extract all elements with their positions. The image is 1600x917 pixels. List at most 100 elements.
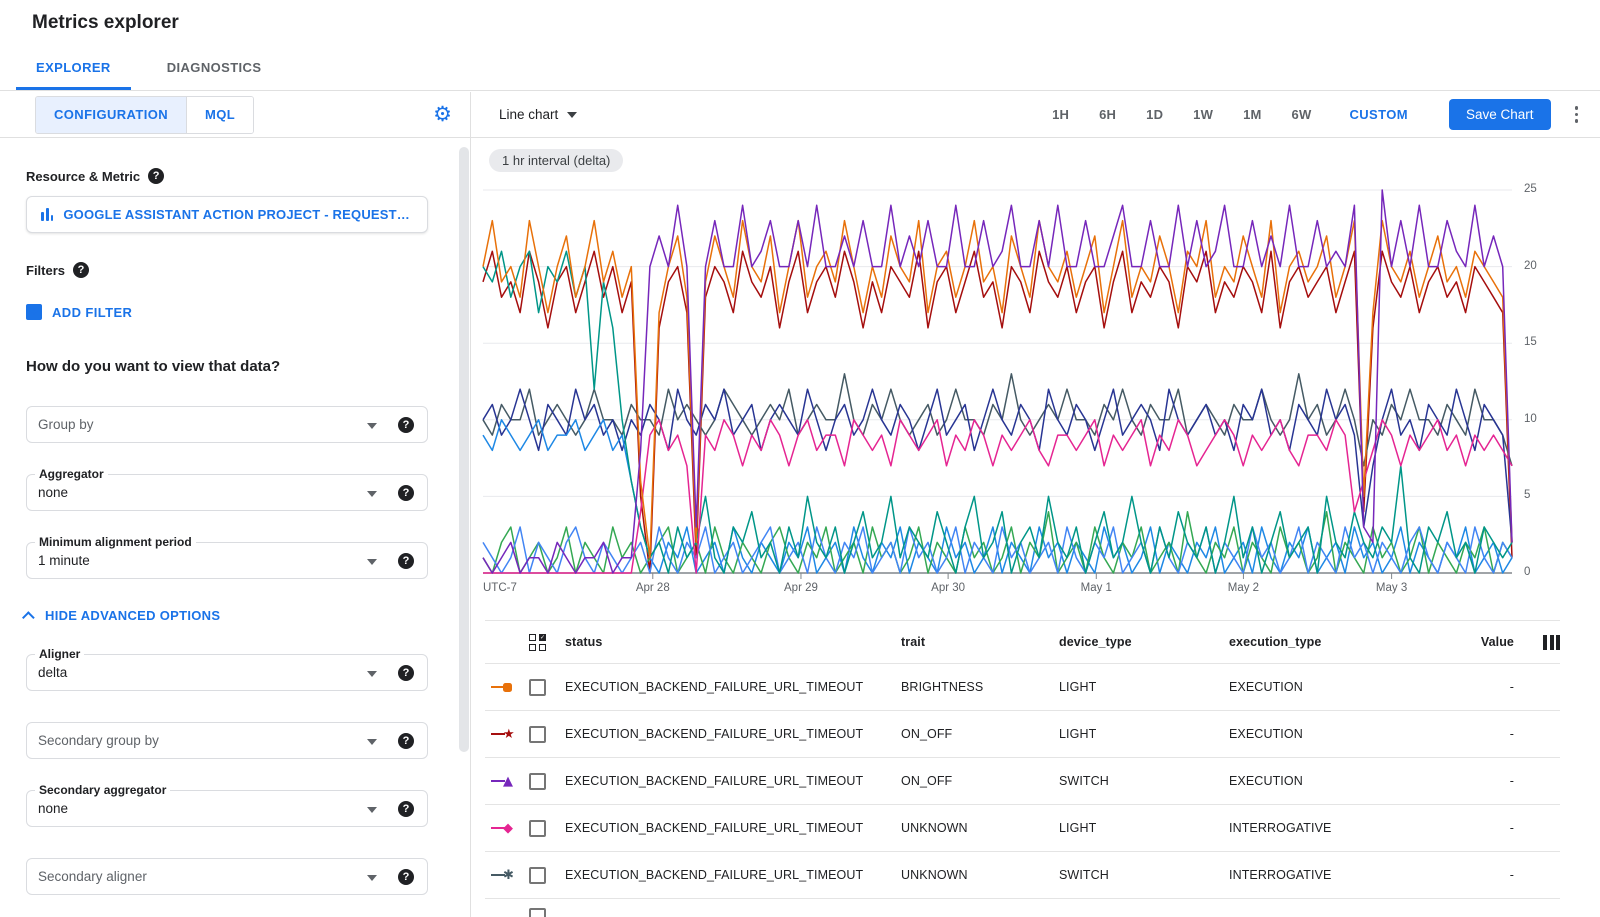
tab-diagnostics[interactable]: DIAGNOSTICS xyxy=(166,60,262,75)
series-line xyxy=(482,219,1513,559)
time-range-1m[interactable]: 1M xyxy=(1228,99,1276,130)
mode-toggle: CONFIGURATION MQL xyxy=(35,95,255,134)
time-range-6h[interactable]: 6H xyxy=(1084,99,1131,130)
table-row[interactable]: ★ EXECUTION_BACKEND_FAILURE_URL_TIMEOUT … xyxy=(485,711,1560,758)
mql-tab[interactable]: MQL xyxy=(186,96,254,133)
series-line xyxy=(482,250,1513,574)
help-icon[interactable] xyxy=(148,168,165,184)
hide-advanced-options-button[interactable]: HIDE ADVANCED OPTIONS xyxy=(22,608,220,624)
chevron-down-icon xyxy=(367,671,377,677)
series-line xyxy=(482,388,1513,543)
series-checkbox[interactable] xyxy=(529,772,546,790)
selected-metric-label: GOOGLE ASSISTANT ACTION PROJECT - REQUES… xyxy=(63,207,413,222)
value-cell: - xyxy=(1509,868,1514,882)
save-chart-button[interactable]: Save Chart xyxy=(1448,99,1551,130)
column-header-value[interactable]: Value xyxy=(1480,635,1514,649)
configuration-tab[interactable]: CONFIGURATION xyxy=(36,96,187,133)
help-icon[interactable] xyxy=(73,262,90,278)
group-by-field[interactable]: Group by xyxy=(26,406,428,443)
help-icon[interactable] xyxy=(398,801,414,817)
series-checkbox[interactable] xyxy=(529,908,546,917)
trait-cell: BRIGHTNESS xyxy=(901,680,984,694)
custom-range-button[interactable]: CUSTOM xyxy=(1334,99,1423,130)
series-checkbox[interactable] xyxy=(529,866,546,884)
resource-metric-heading: Resource & Metric xyxy=(26,168,428,184)
execution-type-cell: EXECUTION xyxy=(1229,774,1303,788)
chart-type-label: Line chart xyxy=(499,107,559,122)
column-header-device-type[interactable]: device_type xyxy=(1059,635,1132,649)
help-icon[interactable] xyxy=(398,869,414,885)
chart-toolbar: Line chart 1H 6H 1D 1W 1M 6W CUSTOM Save Char… xyxy=(471,92,1600,138)
aligner-value: delta xyxy=(38,665,68,680)
help-icon[interactable] xyxy=(398,485,414,501)
time-range-1h[interactable]: 1H xyxy=(1037,99,1084,130)
chevron-down-icon xyxy=(367,807,377,813)
secondary-aligner-field[interactable]: Secondary aligner xyxy=(26,858,428,895)
device-type-cell: SWITCH xyxy=(1059,868,1109,882)
trait-cell: ON_OFF xyxy=(901,774,953,788)
execution-type-cell: EXECUTION xyxy=(1229,727,1303,741)
value-cell: - xyxy=(1509,774,1514,788)
time-range-6w[interactable]: 6W xyxy=(1277,99,1327,130)
line-chart[interactable] xyxy=(482,189,1513,579)
value-cell: - xyxy=(1509,821,1514,835)
tab-bar: EXPLORER DIAGNOSTICS xyxy=(0,45,1600,91)
secondary-aggregator-label: Secondary aggregator xyxy=(35,783,171,797)
gear-icon[interactable]: ⚙ xyxy=(433,102,452,126)
column-header-status[interactable]: status xyxy=(565,635,603,649)
value-cell: - xyxy=(1509,680,1514,694)
execution-type-cell: INTERROGATIVE xyxy=(1229,821,1332,835)
chevron-down-icon xyxy=(367,739,377,745)
status-cell: EXECUTION_BACKEND_FAILURE_URL_TIMEOUT xyxy=(565,868,864,882)
status-cell: EXECUTION_BACKEND_FAILURE_URL_TIMEOUT xyxy=(565,680,864,694)
status-cell: EXECUTION_BACKEND_FAILURE_URL_TIMEOUT xyxy=(565,821,864,835)
chart-type-dropdown[interactable]: Line chart xyxy=(499,107,578,122)
column-header-execution-type[interactable]: execution_type xyxy=(1229,635,1322,649)
chevron-down-icon xyxy=(367,423,377,429)
trait-cell: UNKNOWN xyxy=(901,821,968,835)
filters-label: Filters xyxy=(26,262,66,278)
help-icon[interactable] xyxy=(398,417,414,433)
series-marker-icon xyxy=(485,682,529,692)
help-icon[interactable] xyxy=(398,733,414,749)
secondary-aggregator-field[interactable]: Secondary aggregator none xyxy=(26,783,428,827)
min-alignment-period-field[interactable]: Minimum alignment period 1 minute xyxy=(26,535,428,579)
series-checkbox[interactable] xyxy=(529,725,546,743)
interval-chip: 1 hr interval (delta) xyxy=(489,149,624,172)
panel-toolbar: CONFIGURATION MQL ⚙ xyxy=(0,92,470,138)
add-filter-label: ADD FILTER xyxy=(52,304,133,320)
device-type-cell: LIGHT xyxy=(1059,727,1097,741)
chart-region: 1 hr interval (delta) 0 5 10 15 20 25 UTC-7 Ap… xyxy=(471,138,1600,608)
help-icon[interactable] xyxy=(398,665,414,681)
selected-metric-chip[interactable]: GOOGLE ASSISTANT ACTION PROJECT - REQUES… xyxy=(26,196,428,233)
time-range-1d[interactable]: 1D xyxy=(1131,99,1178,130)
device-type-cell: SWITCH xyxy=(1059,774,1109,788)
status-cell: EXECUTION_BACKEND_FAILURE_URL_TIMEOUT xyxy=(565,727,864,741)
column-header-trait[interactable]: trait xyxy=(901,635,926,649)
execution-type-cell: EXECUTION xyxy=(1229,680,1303,694)
table-row[interactable]: ✱ EXECUTION_BACKEND_FAILURE_URL_TIMEOUT … xyxy=(485,852,1560,899)
select-all-series-icon[interactable] xyxy=(529,633,546,651)
secondary-group-by-field[interactable]: Secondary group by xyxy=(26,722,428,759)
chevron-down-icon xyxy=(367,491,377,497)
tab-explorer[interactable]: EXPLORER xyxy=(8,45,139,90)
table-row[interactable]: EXECUTION_BACKEND_FAILURE_URL_TIMEOUT BR… xyxy=(485,664,1560,711)
series-checkbox[interactable] xyxy=(529,678,546,696)
chevron-down-icon xyxy=(567,111,578,118)
chevron-down-icon xyxy=(367,559,377,565)
aligner-field[interactable]: Aligner delta xyxy=(26,647,428,691)
panel-scrollbar[interactable] xyxy=(459,147,469,752)
add-filter-button[interactable]: ADD FILTER xyxy=(26,304,132,320)
table-row[interactable]: ▲ EXECUTION_BACKEND_FAILURE_URL_TIMEOUT … xyxy=(485,758,1560,805)
aggregator-field[interactable]: Aggregator none xyxy=(26,467,428,511)
manage-columns-icon[interactable] xyxy=(1543,634,1560,650)
more-options-icon[interactable] xyxy=(1571,102,1583,127)
time-range-1w[interactable]: 1W xyxy=(1178,99,1228,130)
secondary-aggregator-value: none xyxy=(38,801,69,816)
help-icon[interactable] xyxy=(398,553,414,569)
series-marker-icon: ✱ xyxy=(485,869,529,882)
secondary-aligner-placeholder: Secondary aligner xyxy=(38,869,147,884)
table-row[interactable]: ◆ EXECUTION_BACKEND_FAILURE_URL_TIMEOUT … xyxy=(485,805,1560,852)
series-checkbox[interactable] xyxy=(529,819,546,837)
